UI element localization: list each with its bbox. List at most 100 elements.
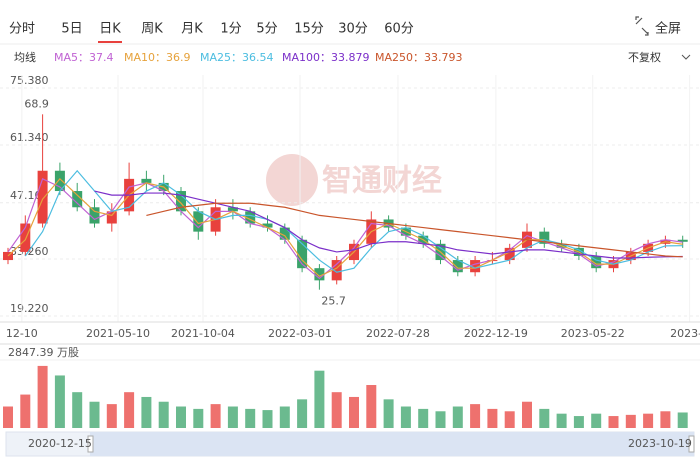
volume-bar — [314, 370, 325, 428]
volume-bar — [556, 413, 567, 428]
ma-line — [7, 178, 683, 280]
volume-bar — [591, 413, 602, 428]
volume-bar — [141, 396, 152, 428]
volume-bar — [245, 408, 256, 428]
legend-entry: MA25：36.54 — [200, 51, 274, 64]
tab[interactable]: 30分 — [338, 22, 368, 37]
ma-line — [94, 190, 683, 259]
navigator-window[interactable] — [90, 432, 694, 456]
candle-body — [591, 255, 602, 269]
fullscreen-label[interactable]: 全屏 — [655, 21, 681, 37]
volume-bar — [227, 406, 238, 428]
legend-entry: MA10：36.9 — [124, 51, 191, 64]
legend-entry: MA5：37.4 — [54, 51, 114, 64]
candle-body — [37, 170, 48, 224]
x-tick-label: 12-10 — [6, 327, 38, 340]
x-tick-label: 2023-1 — [670, 327, 700, 340]
candle-body — [245, 211, 256, 224]
volume-bar — [539, 408, 550, 428]
x-tick-label: 2023-05-22 — [561, 327, 625, 340]
candle-body — [20, 223, 31, 252]
candle-body — [72, 191, 83, 208]
y-tick-label: 19.220 — [10, 302, 49, 315]
volume-bar — [470, 404, 481, 428]
volume-bar — [522, 401, 532, 428]
dropdown-chevron — [681, 54, 691, 60]
fullscreen-icon — [635, 16, 649, 36]
x-tick-label: 2022-03-01 — [268, 327, 332, 340]
volume-bar — [383, 399, 394, 428]
x-tick-label: 2022-07-28 — [366, 327, 430, 340]
volume-bar — [643, 413, 654, 428]
legend-entry: MA100：33.879 — [282, 51, 370, 64]
candle-body — [227, 207, 238, 212]
candle-body — [470, 260, 481, 273]
volume-bar — [158, 401, 169, 428]
ma-line — [146, 202, 683, 258]
tab[interactable]: 分时 — [9, 22, 35, 37]
candle-body — [331, 260, 342, 281]
watermark: 智通财经 — [322, 164, 442, 199]
volume-bar — [89, 401, 100, 428]
volume-bar — [279, 406, 290, 428]
indicator-label[interactable]: 均线 — [14, 50, 36, 64]
volume-bar — [124, 392, 135, 428]
tab[interactable]: 60分 — [384, 22, 414, 37]
tab[interactable]: 周K — [141, 22, 163, 37]
tab[interactable]: 1分 — [220, 22, 241, 37]
tab[interactable]: 月K — [181, 22, 203, 37]
navigator-handle[interactable] — [688, 435, 695, 453]
legend-entry: MA250：33.793 — [375, 51, 463, 64]
tab[interactable]: 日K — [99, 22, 121, 37]
max-label: 68.9 — [24, 97, 49, 110]
volume-bar — [3, 406, 13, 428]
adjust-dropdown[interactable]: 不复权 — [628, 50, 661, 64]
y-tick-label: 61.340 — [10, 131, 49, 144]
volume-bar — [400, 406, 411, 428]
volume-bar — [72, 392, 83, 428]
volume-bar — [331, 392, 342, 428]
candle-body — [297, 239, 308, 269]
y-tick-label: 75.380 — [10, 74, 49, 87]
volume-bar — [176, 406, 186, 428]
x-tick-label: 2021-10-04 — [171, 327, 235, 340]
ma-line — [7, 177, 683, 278]
fullscreen-button[interactable]: 全屏 — [635, 16, 681, 37]
active-tab-underline — [98, 41, 122, 43]
navigator-end: 2023-10-19 — [628, 437, 692, 450]
candle-body — [54, 170, 65, 192]
candle-body — [677, 239, 688, 242]
volume-bar — [660, 411, 671, 428]
candle-body — [539, 231, 550, 244]
min-label: 25.7 — [321, 295, 346, 308]
x-tick-label: 2022-12-19 — [464, 327, 528, 340]
candle-body — [452, 260, 463, 273]
tab[interactable]: 15分 — [294, 22, 324, 37]
volume-bar — [418, 408, 429, 428]
volume-bar — [487, 408, 498, 428]
candle-body — [176, 191, 186, 212]
tab[interactable]: 5日 — [61, 22, 82, 37]
candle-body — [279, 227, 290, 240]
tab[interactable]: 5分 — [256, 22, 277, 37]
volume-bar — [608, 416, 619, 428]
volume-bar — [297, 399, 308, 428]
volume-bar — [20, 394, 31, 428]
volume-bar — [573, 416, 584, 428]
volume-bar — [210, 404, 221, 428]
volume-bar — [106, 404, 117, 428]
volume-bar — [37, 365, 48, 428]
candle-body — [504, 247, 515, 261]
candle-body — [193, 211, 204, 232]
candle-body — [141, 178, 152, 183]
volume-bar — [349, 396, 359, 428]
x-tick-label: 2021-05-10 — [86, 327, 150, 340]
volume-tick-label: 2847.39 万股 — [8, 346, 79, 359]
watermark-logo — [266, 154, 318, 206]
candle-body — [314, 268, 325, 281]
volume-bar — [54, 375, 65, 428]
volume-bar — [677, 412, 688, 428]
ma-line — [24, 169, 683, 273]
navigator-handle[interactable] — [87, 435, 94, 453]
